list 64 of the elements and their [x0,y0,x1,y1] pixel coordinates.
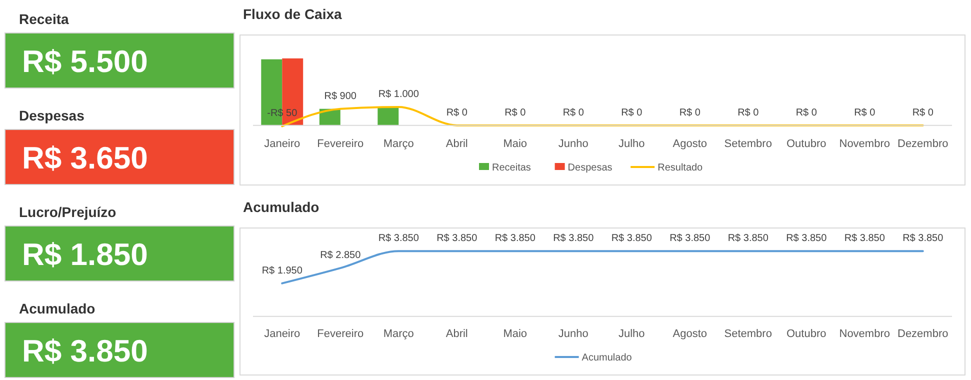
x-tick-label: Agosto [672,138,707,150]
data-label: R$ 900 [324,90,357,102]
x-tick-label: Abril [446,138,468,150]
data-label: R$ 3.850 [494,233,536,244]
text: Despesas [19,108,85,124]
text: Receita [19,11,70,27]
data-label: R$ 3.850 [728,233,769,244]
data-label: R$ 3.850 [378,233,420,244]
x-tick-label: Outubro [786,138,826,150]
legend-label: Despesas [568,162,612,174]
data-label: R$ 0 [621,107,643,118]
data-label: R$ 3.850 [902,233,944,244]
text: R$ 5.500 [22,44,148,79]
x-tick-label: Novembro [839,328,890,340]
data-label: R$ 3.850 [436,233,478,244]
x-tick-label: Janeiro [264,138,300,150]
text: R$ 3.650 [22,140,148,176]
data-label: R$ 3.850 [670,233,711,244]
bar [261,59,282,126]
x-tick-label: Dezembro [898,138,948,150]
x-tick-label: Maio [503,328,528,340]
data-label: R$ 3.850 [553,233,594,244]
text: R$ 3.850 [22,334,148,368]
x-tick-label: Novembro [839,138,890,150]
chart-title: Acumulado [243,199,320,215]
data-label: R$ 2.850 [320,250,362,262]
data-label: R$ 0 [912,107,934,118]
x-tick-label: Março [383,328,414,340]
data-label: R$ 0 [679,107,701,118]
data-label: R$ 0 [562,107,584,118]
text: Acumulado [19,300,96,316]
x-tick-label: Setembro [724,138,772,150]
legend-label: Acumulado [582,352,632,364]
data-label: R$ 0 [854,107,876,118]
x-tick-label: Julho [618,138,645,150]
chart-title: Fluxo de Caixa [243,6,342,22]
x-tick-label: Julho [618,328,645,340]
data-label: R$ 3.850 [844,233,886,244]
x-tick-label: Dezembro [898,328,948,340]
bar [378,106,399,126]
x-tick-label: Outubro [786,328,826,340]
x-tick-label: Setembro [724,328,772,340]
text: R$ 1.850 [22,237,148,272]
data-label: R$ 0 [738,107,760,118]
data-label: R$ 1.950 [262,265,303,276]
x-tick-label: Fevereiro [317,138,364,150]
data-label: R$ 3.850 [611,233,652,244]
data-label: R$ 1.000 [378,88,420,100]
data-label: R$ 0 [446,107,468,118]
legend-label: Resultado [658,162,704,174]
x-tick-label: Maio [503,138,528,150]
x-tick-label: Março [383,138,414,150]
x-tick-label: Janeiro [264,328,300,340]
data-label: R$ 0 [504,107,526,118]
data-label: R$ 0 [796,107,818,118]
x-tick-label: Junho [558,138,588,150]
x-tick-label: Agosto [672,328,707,340]
data-label: R$ 3.850 [786,233,828,244]
x-tick-label: Abril [446,328,468,340]
x-tick-label: Junho [558,328,588,340]
legend-label: Receitas [492,162,531,174]
bar [282,58,304,126]
text: Lucro/Prejuízo [19,204,116,220]
x-tick-label: Fevereiro [317,328,364,340]
